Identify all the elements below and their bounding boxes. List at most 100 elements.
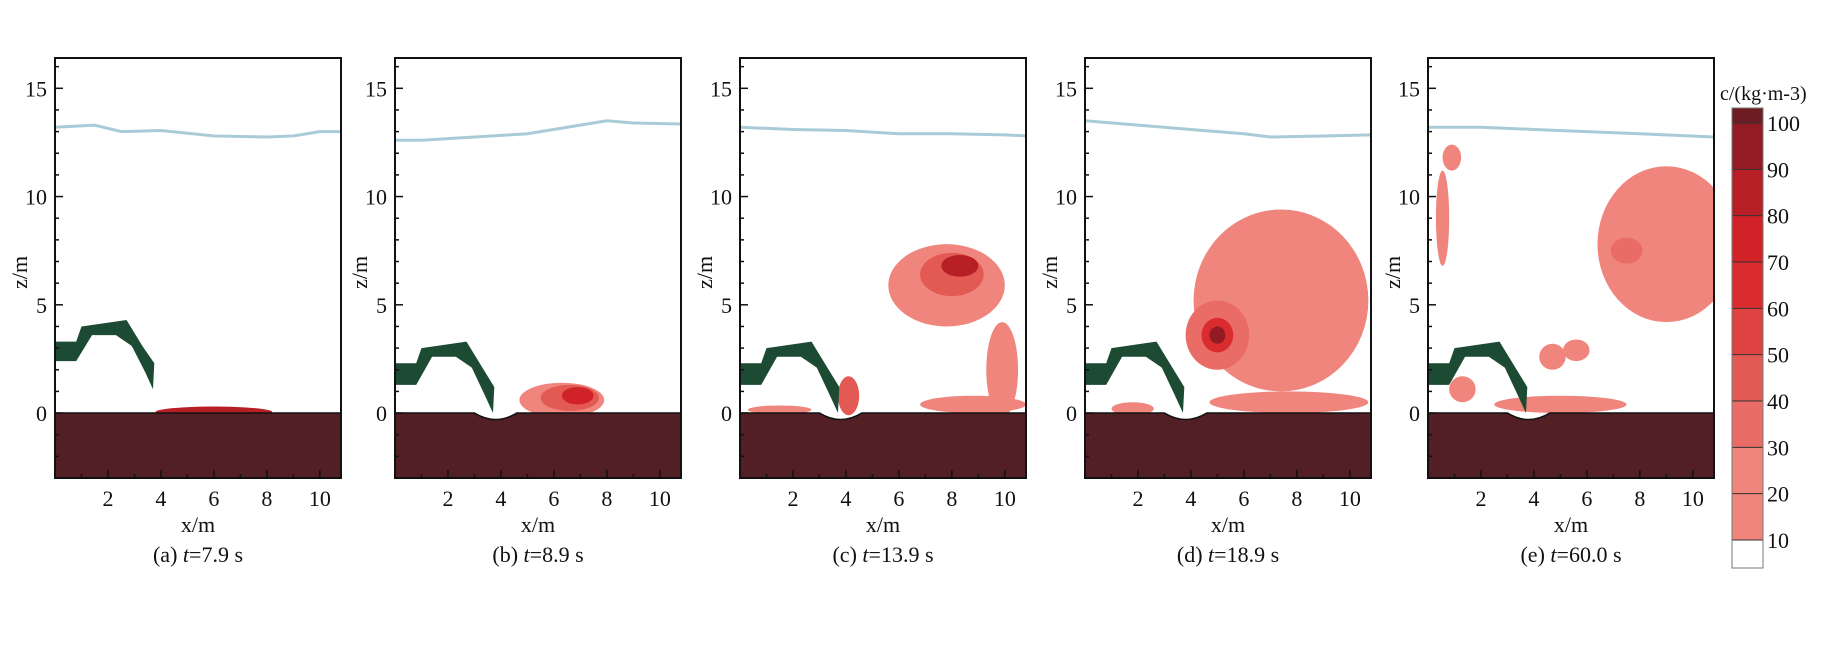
colorbar-tick-label: 20 — [1767, 482, 1789, 507]
y-axis-label: z/m — [7, 256, 32, 289]
x-tick-label: 4 — [840, 486, 851, 511]
colorbar-tick-label: 90 — [1767, 157, 1789, 182]
panel-caption: (a) t=7.9 s — [153, 542, 243, 567]
x-tick-label: 8 — [946, 486, 957, 511]
sediment-bed — [740, 412, 1026, 478]
y-tick-label: 15 — [710, 76, 732, 101]
y-tick-label: 0 — [1066, 401, 1077, 426]
free-surface-line — [1428, 125, 1714, 139]
colorbar-band — [1732, 540, 1763, 568]
x-tick-label: 2 — [1475, 486, 1486, 511]
x-tick-label: 8 — [261, 486, 272, 511]
concentration-contour — [1597, 166, 1714, 323]
y-tick-label: 5 — [721, 293, 732, 318]
plot-area — [395, 119, 681, 478]
x-tick-label: 8 — [601, 486, 612, 511]
x-axis-label: x/m — [521, 512, 555, 537]
axes-frame — [739, 57, 1027, 479]
concentration-contour — [1563, 339, 1590, 362]
colorbar-tick-label: 50 — [1767, 343, 1789, 368]
concentration-contour — [1610, 237, 1643, 264]
x-axis-label: x/m — [1554, 512, 1588, 537]
colorbar-band — [1732, 123, 1763, 170]
y-axis-label: z/m — [1380, 256, 1405, 289]
caption-value: =13.9 s — [869, 542, 934, 567]
plot-area — [1428, 125, 1714, 478]
colorbar-band — [1732, 262, 1763, 309]
colorbar-band — [1732, 354, 1763, 401]
y-axis-label: z/m — [692, 256, 717, 289]
x-tick-label: 8 — [1291, 486, 1302, 511]
caption-var: t — [1208, 542, 1215, 567]
x-tick-label: 2 — [1132, 486, 1143, 511]
y-tick-label: 15 — [365, 76, 387, 101]
caption-prefix: (e) — [1520, 542, 1550, 567]
structure-shape — [1085, 341, 1185, 414]
x-tick-label: 10 — [1339, 486, 1361, 511]
sediment-bed — [55, 412, 341, 478]
colorbar-tick-label: 60 — [1767, 296, 1789, 321]
concentration-contour — [561, 387, 594, 405]
x-tick-label: 10 — [1682, 486, 1704, 511]
y-tick-label: 15 — [1055, 76, 1077, 101]
panel-caption: (d) t=18.9 s — [1177, 542, 1279, 567]
structure-shape — [395, 341, 495, 414]
structure-shape — [55, 319, 155, 390]
y-tick-label: 0 — [36, 401, 47, 426]
caption-value: =60.0 s — [1557, 542, 1622, 567]
caption-var: t — [862, 542, 869, 567]
y-tick-label: 5 — [1066, 293, 1077, 318]
colorbar-tick-label: 10 — [1767, 528, 1789, 553]
structure-shape — [740, 341, 840, 414]
axes-frame — [394, 57, 682, 479]
y-tick-label: 15 — [25, 76, 47, 101]
x-tick-label: 6 — [548, 486, 559, 511]
panel-b: 0 5 10 15 2 4 6 8 10 x/m z/m (b) t=8.9 s — [347, 57, 682, 567]
sediment-bed — [395, 412, 681, 478]
colorbar-band — [1732, 308, 1763, 355]
colorbar-tick-label: 30 — [1767, 435, 1789, 460]
x-axis-label: x/m — [866, 512, 900, 537]
concentration-contour — [1209, 326, 1226, 344]
x-tick-label: 4 — [1528, 486, 1539, 511]
concentration-contour — [1442, 144, 1462, 171]
plot-area — [55, 123, 341, 478]
panel-d: 0 5 10 15 2 4 6 8 10 x/m z/m (d) t=18.9 s — [1037, 57, 1372, 567]
concentration-contour — [1435, 170, 1450, 266]
concentration-contour — [1494, 395, 1627, 414]
colorbar-band — [1732, 169, 1763, 216]
caption-prefix: (a) — [153, 542, 183, 567]
free-surface-line — [1085, 119, 1371, 139]
sediment-bed — [1085, 412, 1371, 478]
y-tick-label: 10 — [365, 185, 387, 210]
x-tick-label: 6 — [893, 486, 904, 511]
colorbar-tick-label: 100 — [1767, 111, 1800, 136]
caption-prefix: (c) — [832, 542, 862, 567]
x-tick-label: 10 — [649, 486, 671, 511]
concentration-contour — [837, 376, 860, 416]
x-tick-label: 10 — [309, 486, 331, 511]
axes-frame — [1427, 57, 1715, 479]
panel-caption: (c) t=13.9 s — [832, 542, 933, 567]
sediment-bed — [1428, 412, 1714, 478]
y-tick-label: 5 — [1409, 293, 1420, 318]
y-tick-label: 10 — [1398, 185, 1420, 210]
caption-var: t — [1550, 542, 1557, 567]
x-tick-label: 4 — [1185, 486, 1196, 511]
x-tick-label: 2 — [102, 486, 113, 511]
free-surface-line — [740, 125, 1026, 138]
caption-var: t — [524, 542, 531, 567]
colorbar-label: c/(kg·m-3) — [1720, 83, 1807, 105]
x-tick-label: 6 — [208, 486, 219, 511]
caption-prefix: (b) — [492, 542, 523, 567]
colorbar-tick-label: 80 — [1767, 204, 1789, 229]
panel-c: 0 5 10 15 2 4 6 8 10 x/m z/m (c) t=13.9 s — [692, 57, 1027, 567]
concentration-contour — [747, 405, 812, 415]
y-tick-label: 0 — [1409, 401, 1420, 426]
colorbar-tick-label: 70 — [1767, 250, 1789, 275]
y-tick-label: 10 — [710, 185, 732, 210]
structure-shape — [1428, 341, 1528, 414]
concentration-contour — [1539, 343, 1566, 370]
y-tick-label: 5 — [36, 293, 47, 318]
